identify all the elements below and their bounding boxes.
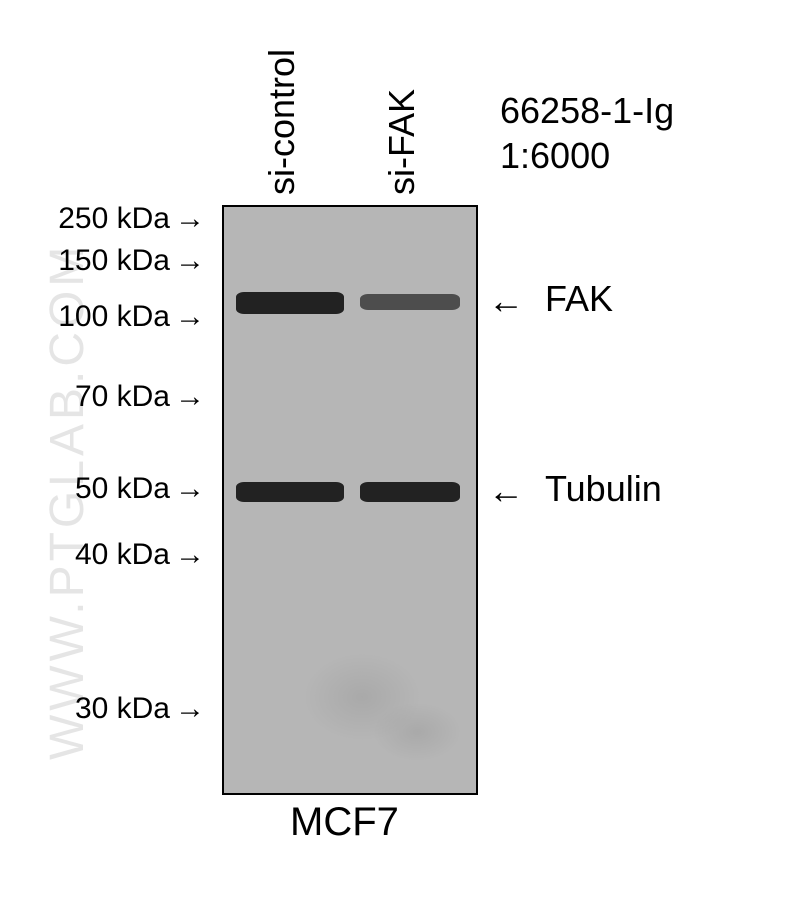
lane-label-si-fak: si-FAK <box>381 89 423 195</box>
arrow-right-icon: → <box>175 300 215 334</box>
mw-marker-label: 150 kDa <box>40 244 170 278</box>
cell-line-label: MCF7 <box>290 800 399 845</box>
arrow-right-icon: → <box>175 472 215 506</box>
blot-band <box>360 294 460 310</box>
mw-marker-label: 50 kDa <box>40 472 170 506</box>
arrow-right-icon: → <box>175 538 215 572</box>
blot-band <box>236 292 344 314</box>
blot-band <box>236 482 344 502</box>
blot-smudge <box>372 702 462 762</box>
arrow-right-icon: → <box>175 244 215 278</box>
mw-marker-label: 70 kDa <box>40 380 170 414</box>
mw-marker-label: 250 kDa <box>40 202 170 236</box>
band-label-fak: FAK <box>545 278 613 320</box>
figure-container: WWW.PTGLAB.COM si-control si-FAK 66258-1… <box>0 0 789 903</box>
arrow-right-icon: → <box>175 202 215 236</box>
mw-marker-label: 100 kDa <box>40 300 170 334</box>
lane-label-si-control: si-control <box>261 49 303 195</box>
band-label-tubulin: Tubulin <box>545 468 662 510</box>
western-blot-image <box>222 205 478 795</box>
arrow-left-icon: ← <box>488 283 524 319</box>
arrow-right-icon: → <box>175 380 215 414</box>
arrow-right-icon: → <box>175 692 215 726</box>
mw-marker-label: 40 kDa <box>40 538 170 572</box>
antibody-dilution: 1:6000 <box>500 135 610 177</box>
arrow-left-icon: ← <box>488 473 524 509</box>
antibody-id: 66258-1-Ig <box>500 90 674 132</box>
mw-marker-label: 30 kDa <box>40 692 170 726</box>
blot-band <box>360 482 460 502</box>
